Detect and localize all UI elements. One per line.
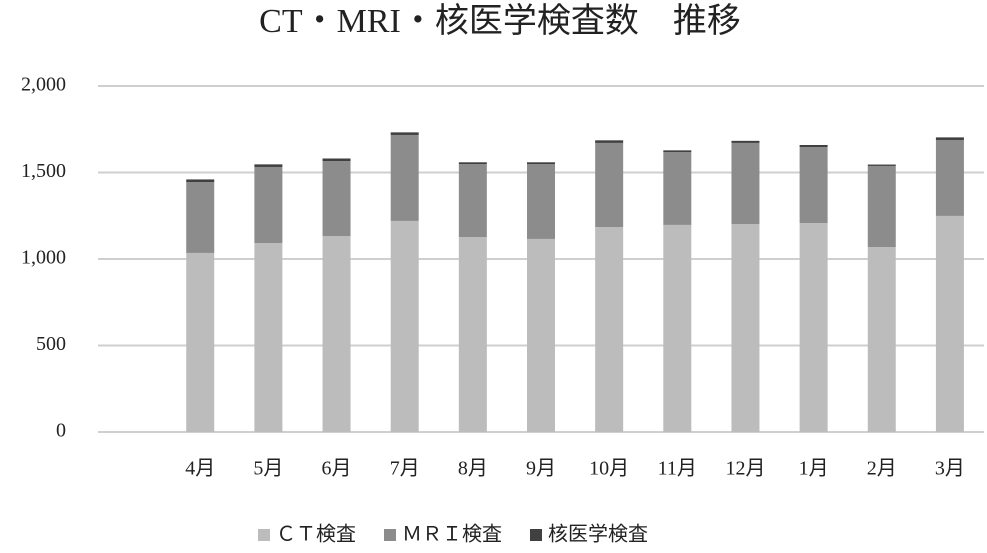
x-tick-label: 8月 [458, 458, 488, 480]
x-tick-label: 3月 [935, 458, 965, 480]
bar-segment [731, 140, 760, 143]
bar-segment [595, 226, 624, 432]
x-tick-label: 1月 [799, 458, 829, 480]
bar-segment [322, 158, 351, 162]
x-tick-label: 11月 [658, 458, 697, 480]
bar-segment [458, 164, 487, 238]
y-tick-label: 1,000 [21, 247, 66, 269]
bar-segment [663, 152, 692, 225]
x-tick-label: 12月 [725, 458, 765, 480]
bar-segment [799, 144, 828, 148]
bar-segment [595, 140, 624, 143]
bar-segment [458, 162, 487, 165]
x-tick-label: 4月 [185, 458, 215, 480]
bar-segment [731, 224, 760, 432]
x-tick-label: 6月 [322, 458, 352, 480]
bar-segment [254, 166, 283, 244]
bar-segment [595, 142, 624, 227]
legend-swatch [384, 529, 396, 541]
x-tick-label: 7月 [390, 458, 420, 480]
bar-segment [390, 132, 419, 135]
bar-segment [322, 161, 351, 236]
legend-swatch [258, 529, 270, 541]
bar-segment [799, 147, 828, 224]
bar-segment [867, 247, 896, 432]
y-tick-label: 1,500 [21, 160, 66, 182]
x-tick-label: 5月 [253, 458, 283, 480]
bar-segment [458, 237, 487, 432]
bar-segment [935, 137, 964, 140]
y-tick-label: 2,000 [21, 74, 66, 96]
bar-segment [186, 179, 215, 183]
x-tick-label: 9月 [526, 458, 556, 480]
bar-segment [527, 162, 555, 165]
bar-segment [322, 235, 351, 432]
bar-segment [527, 238, 555, 432]
bar-segment [186, 182, 215, 253]
legend-label: 核医学検査 [548, 523, 648, 546]
bar-segment [935, 139, 964, 216]
bar-segment [867, 164, 896, 166]
x-tick-label: 10月 [589, 458, 629, 480]
legend-label: ＣＴ検査 [276, 523, 356, 546]
bar-segment [186, 252, 215, 432]
bar-segment [731, 142, 760, 225]
bar-segment [254, 164, 283, 167]
chart-title: CT・MRI・核医学検査数 推移 [259, 2, 741, 40]
bar-segment [254, 243, 283, 432]
y-tick-label: 500 [36, 333, 66, 355]
bar-segment [799, 223, 828, 432]
bar-segment [663, 224, 692, 432]
bar-segment [935, 215, 964, 432]
x-tick-label: 2月 [867, 458, 897, 480]
legend-label: ＭＲＩ検査 [402, 523, 502, 546]
bar-segment [390, 220, 419, 432]
bar-segment [527, 164, 555, 239]
bar-segment [663, 150, 692, 153]
bar-segment [867, 165, 896, 248]
bar-segment [390, 134, 419, 221]
legend-swatch [530, 529, 542, 541]
y-tick-label: 0 [56, 420, 66, 442]
